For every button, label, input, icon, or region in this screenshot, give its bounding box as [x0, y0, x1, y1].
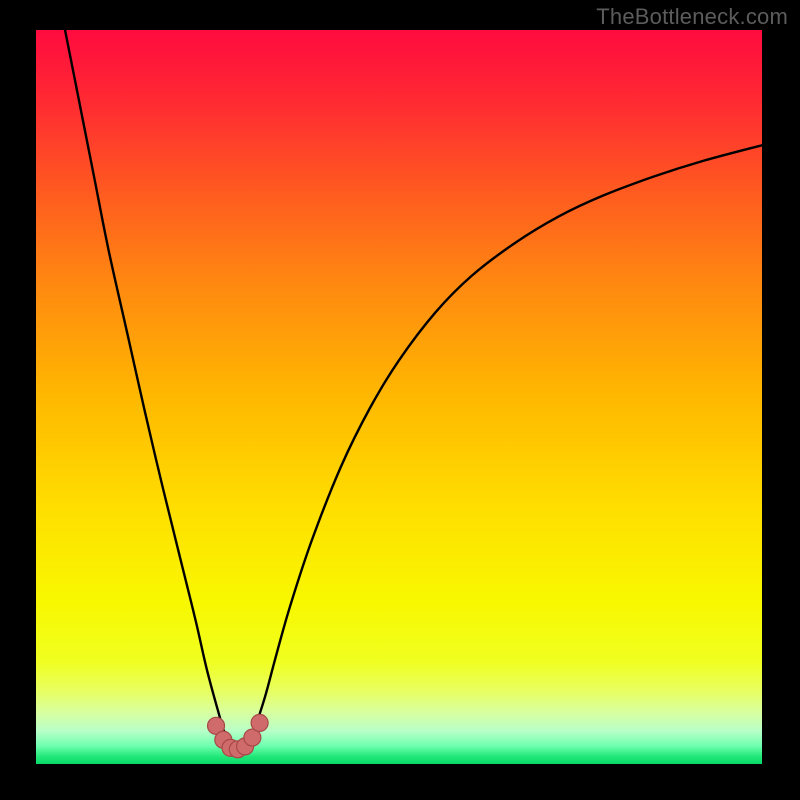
plot-area	[36, 30, 762, 764]
marker-group	[208, 714, 269, 757]
bottleneck-curve	[65, 30, 762, 750]
chart-svg	[36, 30, 762, 764]
watermark-text: TheBottleneck.com	[596, 4, 788, 30]
marker-point	[251, 714, 268, 731]
